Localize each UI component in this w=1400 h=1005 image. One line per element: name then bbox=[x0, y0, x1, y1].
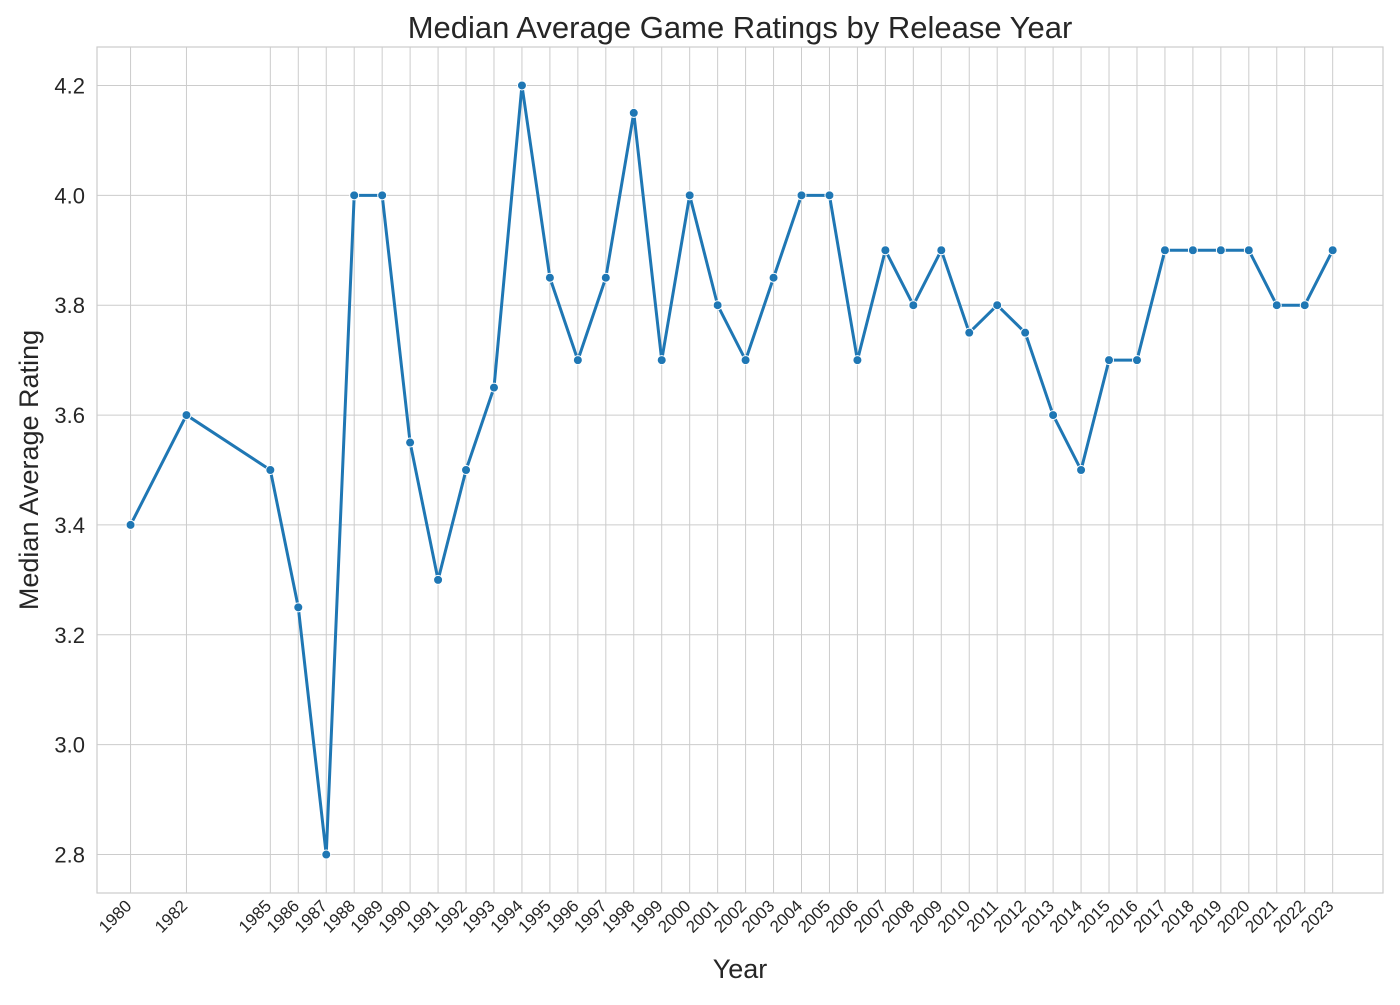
data-point bbox=[712, 300, 723, 311]
data-point bbox=[1020, 327, 1031, 338]
data-point bbox=[600, 272, 611, 283]
data-point bbox=[349, 190, 360, 201]
y-axis-ticks: 2.8 3.0 3.2 3.4 3.6 3.8 4.0 4.2 bbox=[54, 73, 85, 867]
y-axis-label: Median Average Rating bbox=[14, 330, 44, 610]
data-point bbox=[768, 272, 779, 283]
data-point bbox=[377, 190, 388, 201]
data-point bbox=[628, 107, 639, 118]
y-tick-label: 3.4 bbox=[54, 513, 85, 538]
data-point bbox=[1048, 410, 1059, 421]
data-point bbox=[1131, 355, 1142, 366]
y-tick-label: 3.8 bbox=[54, 293, 85, 318]
data-point bbox=[544, 272, 555, 283]
data-series bbox=[125, 80, 1338, 860]
data-point bbox=[516, 80, 527, 91]
data-point bbox=[1243, 245, 1254, 256]
data-point bbox=[992, 300, 1003, 311]
y-tick-label: 3.0 bbox=[54, 733, 85, 758]
data-point bbox=[1215, 245, 1226, 256]
data-point bbox=[461, 465, 472, 475]
y-tick-label: 4.2 bbox=[54, 73, 85, 98]
data-point bbox=[1299, 300, 1310, 311]
data-point bbox=[1327, 245, 1338, 256]
data-point bbox=[1271, 300, 1282, 311]
data-point bbox=[488, 382, 499, 393]
plot-frame bbox=[96, 46, 1384, 894]
y-tick-label: 4.0 bbox=[54, 183, 85, 208]
data-point bbox=[433, 574, 444, 585]
chart-title: Median Average Game Ratings by Release Y… bbox=[408, 10, 1073, 45]
y-tick-label: 2.8 bbox=[54, 843, 85, 868]
data-point bbox=[1159, 245, 1170, 256]
data-point bbox=[908, 300, 919, 311]
data-point bbox=[1076, 465, 1087, 475]
grid-lines bbox=[97, 47, 1383, 893]
data-point bbox=[572, 355, 583, 366]
data-point bbox=[293, 602, 304, 613]
data-point bbox=[656, 355, 667, 366]
data-point bbox=[740, 355, 751, 366]
y-tick-label: 3.2 bbox=[54, 623, 85, 648]
data-point bbox=[125, 519, 136, 530]
data-point bbox=[265, 465, 276, 475]
data-point bbox=[1187, 245, 1198, 256]
data-point bbox=[964, 327, 975, 338]
data-point bbox=[181, 410, 192, 421]
data-point bbox=[796, 190, 807, 201]
data-point bbox=[684, 190, 695, 201]
data-point bbox=[321, 849, 332, 860]
y-tick-label: 3.6 bbox=[54, 403, 85, 428]
data-point bbox=[936, 245, 947, 256]
data-point bbox=[852, 355, 863, 366]
data-point bbox=[1104, 355, 1115, 366]
data-point bbox=[824, 190, 835, 201]
data-point bbox=[880, 245, 891, 256]
data-point bbox=[405, 437, 416, 448]
x-axis-label: Year bbox=[713, 954, 768, 984]
